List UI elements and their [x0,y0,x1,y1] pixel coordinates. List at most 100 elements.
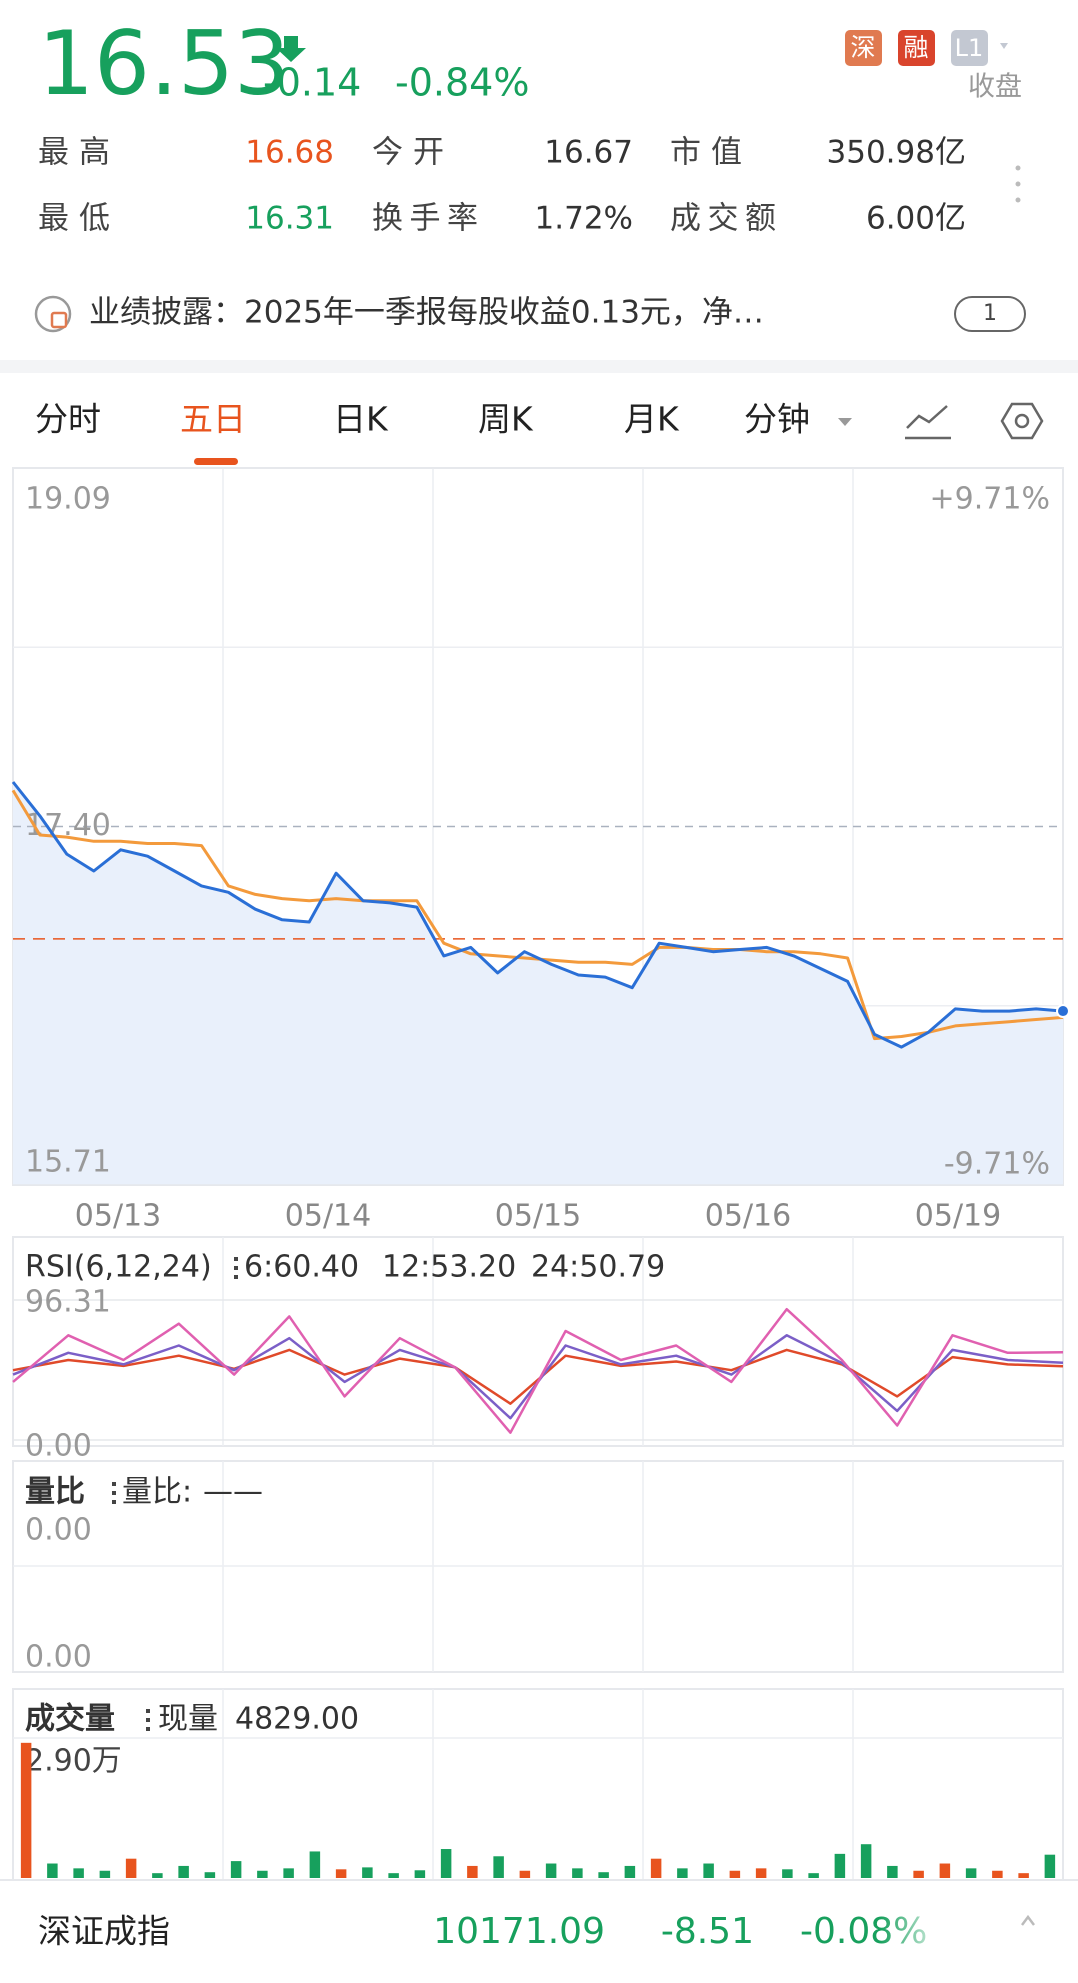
expand-icon[interactable] [1021,1914,1035,1926]
index-name: 深证成指 [38,1912,170,1951]
badge-text: 融 [903,33,928,62]
volume-bar [729,1870,741,1878]
tab-active[interactable]: 五日 [180,400,246,439]
volume-bar [860,1844,872,1878]
dropdown-icon [1000,43,1008,49]
tab[interactable]: 周K [478,400,534,439]
volume-bar [467,1865,478,1878]
tab[interactable]: 分钟 [744,400,810,439]
index-value: 10171.09 [433,1911,605,1952]
menu-dots[interactable] [234,1257,238,1279]
ratio-title: 量比 [25,1475,85,1510]
dropdown-icon [838,418,852,426]
notice-icon [50,311,68,329]
volume-bar [47,1863,58,1878]
volume-bar [545,1863,557,1878]
axis-label: 0.00 [25,1513,92,1548]
volume-bar [992,1870,1003,1878]
volume-bar [178,1865,189,1878]
separator [0,360,1078,373]
volume-bar [125,1858,137,1878]
volume-bar [598,1872,609,1878]
volume-bar [99,1870,111,1878]
settings-icon [1014,413,1030,429]
stat-value: 16.31 [245,201,334,237]
volume-bar [703,1863,714,1878]
stat-label: 成交额 [670,201,776,237]
volume-panel [12,1688,1064,1881]
volume-bar [335,1869,347,1878]
current-volume: 4829.00 [235,1702,359,1737]
tab[interactable]: 分时 [35,400,101,439]
legend-entry: 6:60.40 [244,1250,359,1285]
badge [845,30,882,66]
status: 收盘 [968,72,1022,103]
index-change: -8.51 [661,1911,754,1952]
volume-bar [388,1873,399,1878]
stat-value: 6.00亿 [866,201,966,237]
volume-bar [1044,1854,1056,1878]
tab[interactable]: 月K [624,400,680,439]
volume-bar [1018,1873,1029,1878]
ratio-label: 量比: [122,1475,192,1510]
volume-bar [677,1868,688,1878]
badge-text: 深 [850,33,875,62]
notice-text[interactable]: 业绩披露：2025年一季报每股收益0.13元，净… [89,295,764,331]
legend-entry: 12:53.20 [382,1250,516,1285]
badge[interactable] [951,30,988,66]
volume-bar [624,1865,636,1878]
y-tick-label: 19.09 [25,482,111,517]
volume-bar [519,1870,531,1878]
stat-value: 16.68 [245,135,334,171]
volume-bar [20,1742,32,1878]
volume-bar [572,1868,583,1878]
volume-bar [782,1869,793,1878]
more-menu[interactable] [1015,165,1021,203]
notice-count[interactable] [954,296,1026,332]
series-line [12,1307,1064,1434]
volume-bar [152,1873,163,1878]
volume-bar [650,1858,662,1878]
notice-icon [34,295,72,333]
volume-bar [230,1861,242,1878]
last-point [1056,1004,1070,1019]
volume-title: 成交量 [25,1702,115,1737]
x-tick-label: 05/16 [705,1199,791,1234]
badge-text: L1 [955,34,984,62]
right-axis-label: +9.71% [930,482,1050,517]
rsi-title: RSI(6,12,24) [25,1250,212,1285]
fade [880,1895,950,1975]
volume-bar [939,1863,951,1878]
stat-value: 1.72% [535,201,633,237]
volume-bar [493,1856,504,1878]
change: -0.14 [263,61,361,105]
series-line [11,781,1064,1049]
volume-bar [965,1868,977,1878]
volume-bar [440,1849,452,1878]
menu-dots[interactable] [146,1709,150,1731]
settings-icon[interactable] [1000,402,1044,440]
tab[interactable]: 日K [333,400,389,439]
volume-bar [362,1867,373,1878]
y-tick-label: 0.00 [25,1429,92,1464]
y-tick-label: 96.31 [25,1285,111,1320]
stat-value: 350.98亿 [827,135,966,171]
indicator-icon[interactable] [905,405,951,440]
y-tick-label: 15.71 [25,1145,111,1180]
stat-value: 16.67 [544,135,633,171]
volume-bar [887,1865,898,1878]
volume-bar [283,1868,294,1878]
tab-underline [194,458,238,465]
menu-dots[interactable] [112,1482,116,1504]
badge [898,30,935,66]
axis-label: 0.00 [25,1640,92,1675]
notice-count-text: 1 [983,301,997,326]
x-tick-label: 05/13 [75,1199,161,1234]
rsi-panel [12,1236,1064,1447]
volume-bar [834,1853,846,1878]
down-arrow [276,36,306,62]
right-axis-label: -9.71% [944,1147,1050,1182]
volume-bar [414,1870,426,1878]
